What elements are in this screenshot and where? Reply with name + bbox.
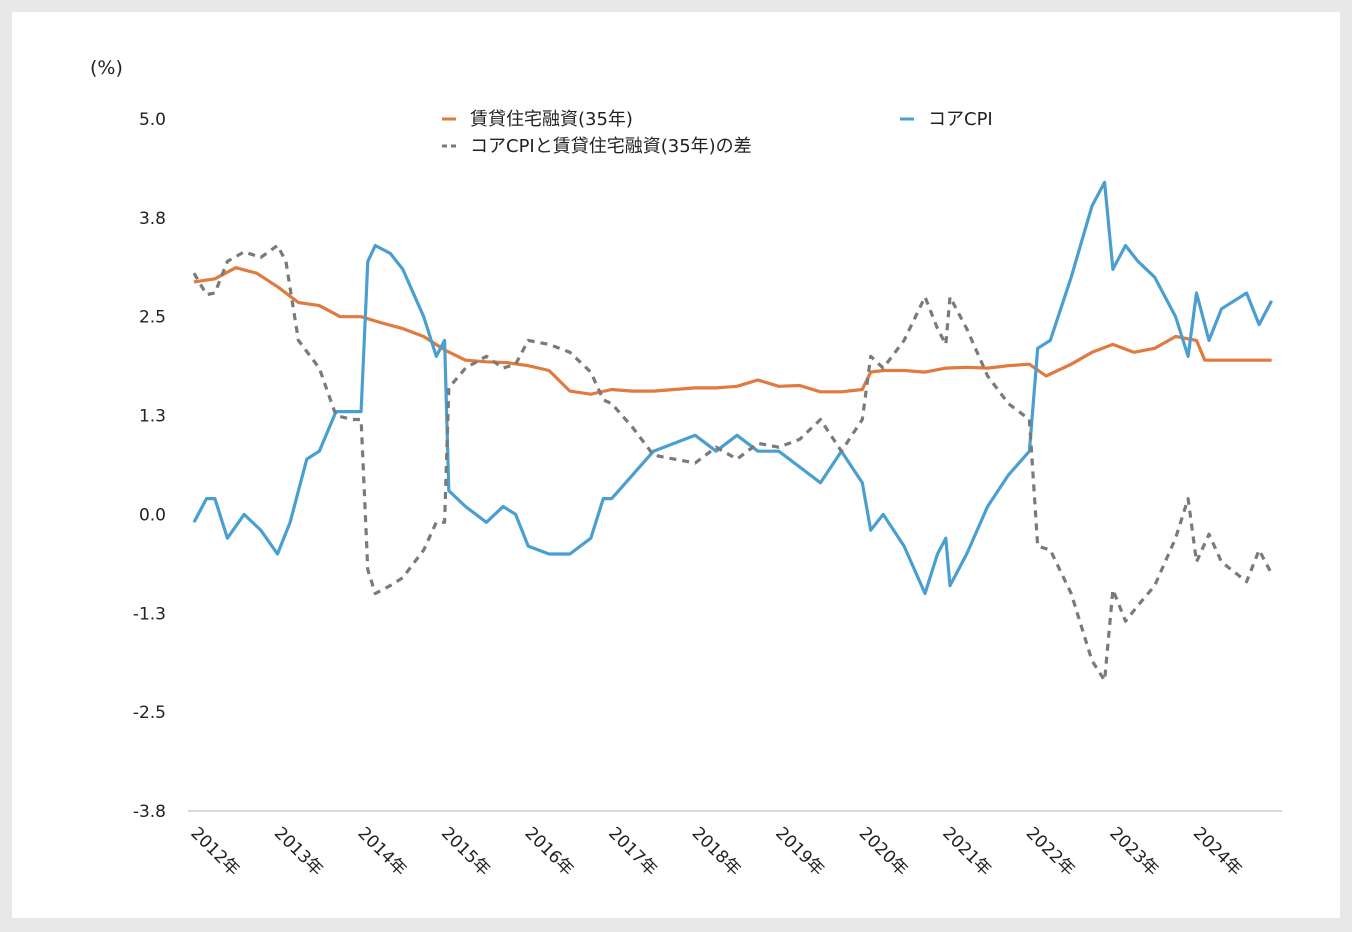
y-tick-label: 5.0 bbox=[139, 110, 166, 130]
x-tick-label: 2023年 bbox=[1105, 823, 1162, 880]
legend: 賃貸住宅融資(35年) コアCPI コアCPIと賃貸住宅融資(35年)の差 bbox=[442, 109, 993, 157]
y-tick-label: -1.3 bbox=[133, 604, 166, 624]
legend-item-core-cpi: コアCPI bbox=[900, 109, 993, 130]
x-tick-label: 2012年 bbox=[186, 823, 243, 880]
y-tick-label: 3.8 bbox=[139, 209, 166, 229]
x-tick-label: 2020年 bbox=[855, 823, 912, 880]
y-tick-label: 1.3 bbox=[139, 407, 166, 427]
legend-label-difference: コアCPIと賃貸住宅融資(35年)の差 bbox=[470, 136, 752, 157]
x-tick-label: 2017年 bbox=[604, 823, 661, 880]
x-tick-label: 2021年 bbox=[938, 823, 995, 880]
series-lines bbox=[192, 180, 1274, 683]
y-tick-label: -2.5 bbox=[133, 703, 166, 723]
x-tick-label: 2016年 bbox=[521, 823, 578, 880]
x-tick-label: 2022年 bbox=[1022, 823, 1079, 880]
x-tick-label: 2014年 bbox=[354, 823, 411, 880]
series-line-core-cpi bbox=[192, 180, 1274, 596]
x-tick-label: 2024年 bbox=[1189, 823, 1246, 880]
legend-item-difference: コアCPIと賃貸住宅融資(35年)の差 bbox=[442, 136, 752, 157]
series-line-housing-loan bbox=[193, 266, 1272, 396]
legend-label-core-cpi: コアCPI bbox=[928, 109, 993, 130]
legend-label-housing-loan: 賃貸住宅融資(35年) bbox=[470, 109, 633, 130]
x-axis-ticks: 2012年 2013年 2014年 2015年 2016年 2017年 2018年 2019年… bbox=[186, 823, 1245, 880]
legend-item-housing-loan: 賃貸住宅融資(35年) bbox=[442, 109, 633, 130]
chart-card: (%) 5.0 3.8 2.5 1.3 0.0 -1.3 -2.5 -3.8 2012年 201… bbox=[12, 12, 1340, 918]
line-chart: (%) 5.03.82.51.30.0-1.3-2.5-3.8 2012年 201… bbox=[90, 57, 1282, 880]
x-tick-label: 2019年 bbox=[771, 823, 828, 880]
x-tick-label: 2013年 bbox=[270, 823, 327, 880]
x-tick-label: 2018年 bbox=[688, 823, 745, 880]
series-line-difference bbox=[192, 243, 1274, 683]
y-tick-label: 2.5 bbox=[139, 308, 166, 328]
y-axis-ticks: 5.0 3.8 2.5 1.3 0.0 -1.3 -2.5 -3.8 bbox=[133, 110, 166, 822]
y-tick-label: -3.8 bbox=[133, 802, 166, 822]
x-tick-label: 2015年 bbox=[437, 823, 494, 880]
y-tick-label: 0.0 bbox=[139, 505, 166, 525]
y-unit-label: (%) bbox=[90, 57, 123, 79]
